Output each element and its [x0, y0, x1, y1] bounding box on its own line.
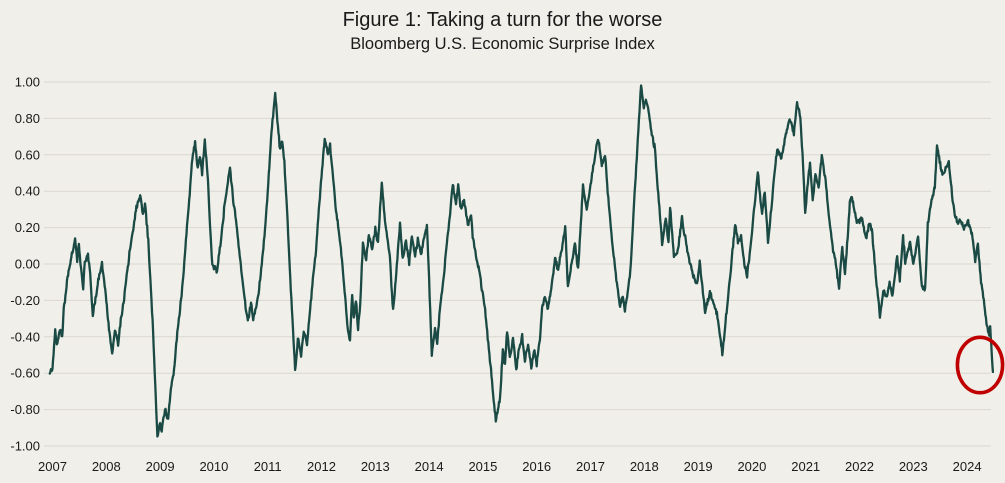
y-axis-tick-label: 0.20 — [15, 220, 40, 235]
x-axis-tick-label: 2012 — [307, 459, 336, 474]
x-axis-tick-label: 2024 — [953, 459, 982, 474]
y-axis-tick-label: -0.20 — [10, 293, 40, 308]
x-axis-tick-label: 2013 — [361, 459, 390, 474]
x-axis-tick-label: 2023 — [899, 459, 928, 474]
y-axis-tick-label: -1.00 — [10, 439, 40, 454]
x-axis-tick-label: 2017 — [576, 459, 605, 474]
x-axis-tick-label: 2009 — [146, 459, 175, 474]
x-axis-tick-label: 2010 — [199, 459, 228, 474]
y-axis-tick-label: -0.80 — [10, 402, 40, 417]
x-axis-tick-label: 2022 — [845, 459, 874, 474]
x-axis-tick-labels: 2007 2008 2009 2010 2011 2012 2013 2014 2015 2016… — [38, 459, 982, 474]
x-axis-tick-label: 2016 — [522, 459, 551, 474]
x-axis-tick-label: 2015 — [468, 459, 497, 474]
x-axis-tick-label: 2007 — [38, 459, 67, 474]
y-axis-tick-label: 0.80 — [15, 111, 40, 126]
x-axis-tick-label: 2021 — [791, 459, 820, 474]
y-axis-tick-label: 0.40 — [15, 184, 40, 199]
y-axis-tick-label: -0.60 — [10, 366, 40, 381]
gridlines — [44, 81, 991, 447]
chart-subtitle: Bloomberg U.S. Economic Surprise Index — [350, 35, 655, 53]
x-axis-tick-label: 2008 — [92, 459, 121, 474]
y-axis-tick-label: 0.00 — [15, 257, 40, 272]
y-axis-tick-label: 0.60 — [15, 147, 40, 162]
y-axis-tick-label: -0.40 — [10, 329, 40, 344]
x-axis-tick-label: 2020 — [737, 459, 766, 474]
y-axis-tick-labels: 1.00 0.80 0.60 0.40 0.20 0.00 -0.20 -0.40 -0.60 -… — [10, 75, 40, 454]
surprise-index-series-line — [48, 84, 995, 438]
x-axis-tick-label: 2019 — [684, 459, 713, 474]
chart-title: Figure 1: Taking a turn for the worse — [342, 9, 663, 31]
red-circle-highlight — [955, 335, 1005, 395]
x-axis-tick-label: 2011 — [254, 459, 282, 474]
y-axis-tick-label: 1.00 — [15, 75, 40, 90]
x-axis-tick-label: 2014 — [415, 459, 444, 474]
x-axis-tick-label: 2018 — [630, 459, 659, 474]
chart-header: Figure 1: Taking a turn for the worse Bl… — [0, 8, 1005, 55]
